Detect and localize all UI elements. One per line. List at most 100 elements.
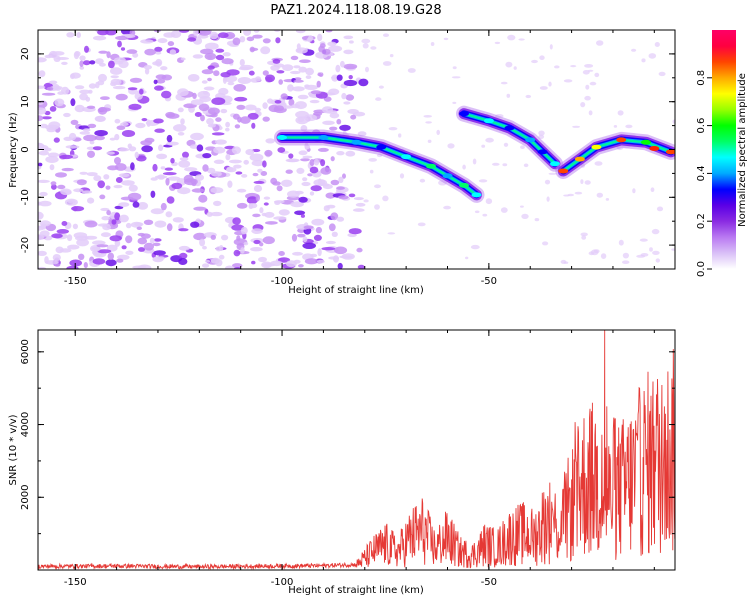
noise-blob xyxy=(355,202,366,207)
noise-blob xyxy=(341,253,355,260)
noise-blob xyxy=(45,260,59,265)
noise-blob xyxy=(177,132,185,136)
noise-blob xyxy=(316,80,321,88)
noise-blob xyxy=(329,126,338,131)
noise-blob xyxy=(154,128,165,133)
noise-blob xyxy=(277,147,286,153)
noise-blob xyxy=(374,204,380,210)
snr-marks xyxy=(38,330,675,570)
noise-blob xyxy=(132,52,139,58)
track-hotspot xyxy=(641,139,651,145)
noise-blob xyxy=(110,75,119,79)
noise-blob xyxy=(470,244,480,250)
noise-blob xyxy=(106,210,111,216)
noise-blob xyxy=(170,30,182,38)
noise-blob xyxy=(322,120,335,126)
noise-blob xyxy=(196,144,204,152)
noise-blob xyxy=(227,81,235,86)
noise-blob xyxy=(600,253,607,259)
spectral-track-1 xyxy=(274,129,485,203)
noise-blob xyxy=(287,190,300,198)
noise-blob xyxy=(357,264,365,269)
noise-blob xyxy=(531,59,538,64)
noise-blob xyxy=(38,179,50,183)
noise-blob xyxy=(128,146,137,152)
noise-blob xyxy=(482,213,488,217)
noise-blob xyxy=(38,162,43,167)
noise-blob xyxy=(313,158,320,166)
noise-blob xyxy=(648,53,657,59)
noise-blob xyxy=(334,246,348,255)
noise-blob xyxy=(61,221,68,226)
snr-y-axis-label: SNR (10 * v/v) xyxy=(8,414,19,485)
noise-blob xyxy=(518,38,525,41)
noise-blob xyxy=(56,57,69,60)
track-hotspot xyxy=(550,161,560,167)
noise-blob xyxy=(245,149,255,156)
noise-blob xyxy=(319,43,326,49)
noise-blob xyxy=(534,218,540,222)
noise-blob xyxy=(193,206,207,211)
noise-blob xyxy=(83,60,91,66)
noise-blob xyxy=(55,172,67,178)
noise-blob xyxy=(292,86,305,92)
noise-blob xyxy=(376,153,383,158)
noise-blob xyxy=(538,134,545,139)
noise-blob xyxy=(520,205,524,208)
noise-blob xyxy=(492,162,500,166)
noise-blob xyxy=(74,85,85,90)
noise-blob xyxy=(70,73,75,80)
noise-blob xyxy=(419,178,426,183)
noise-blob xyxy=(523,163,529,168)
noise-blob xyxy=(138,247,145,252)
noise-blob xyxy=(309,159,315,166)
noise-blob xyxy=(389,54,394,58)
noise-blob xyxy=(297,94,309,100)
noise-blob xyxy=(232,37,241,46)
noise-blob xyxy=(195,174,204,181)
snr-panel: -150 -100 -50 2000 4000 6000 Height of straig… xyxy=(8,329,676,596)
noise-blob xyxy=(262,160,267,168)
noise-blob xyxy=(605,198,610,201)
noise-blob xyxy=(348,75,353,80)
noise-blob xyxy=(226,166,234,172)
noise-blob xyxy=(251,160,265,167)
noise-blob xyxy=(285,169,293,174)
noise-blob xyxy=(443,37,449,41)
noise-blob xyxy=(39,220,51,227)
noise-blob xyxy=(584,64,594,68)
noise-blob xyxy=(369,169,374,174)
noise-blob xyxy=(370,46,377,50)
noise-blob xyxy=(179,252,188,259)
noise-blob xyxy=(585,84,590,90)
noise-blob xyxy=(302,177,308,182)
noise-blob xyxy=(278,79,284,85)
noise-blob xyxy=(382,195,389,202)
noise-blob xyxy=(73,188,84,193)
noise-blob xyxy=(38,70,46,78)
noise-blob xyxy=(244,104,257,111)
noise-blob xyxy=(170,157,175,164)
noise-blob xyxy=(252,172,259,177)
noise-blob xyxy=(107,165,119,171)
noise-blob xyxy=(539,86,548,90)
noise-blob xyxy=(125,34,136,39)
noise-blob xyxy=(255,194,260,202)
x-tick-label: -100 xyxy=(271,276,294,287)
noise-blob xyxy=(83,134,98,142)
noise-blob xyxy=(240,247,245,254)
noise-blob xyxy=(563,261,569,264)
noise-blob xyxy=(285,158,299,163)
noise-blob xyxy=(76,32,81,38)
noise-blob xyxy=(100,232,111,238)
noise-blob xyxy=(300,125,308,132)
noise-blob xyxy=(38,225,45,231)
noise-blob xyxy=(306,37,313,42)
noise-blob xyxy=(328,256,340,260)
noise-blob xyxy=(160,166,166,170)
noise-blob xyxy=(171,182,183,190)
noise-blob xyxy=(325,192,336,199)
noise-blob xyxy=(631,48,637,52)
noise-blob xyxy=(305,67,314,76)
